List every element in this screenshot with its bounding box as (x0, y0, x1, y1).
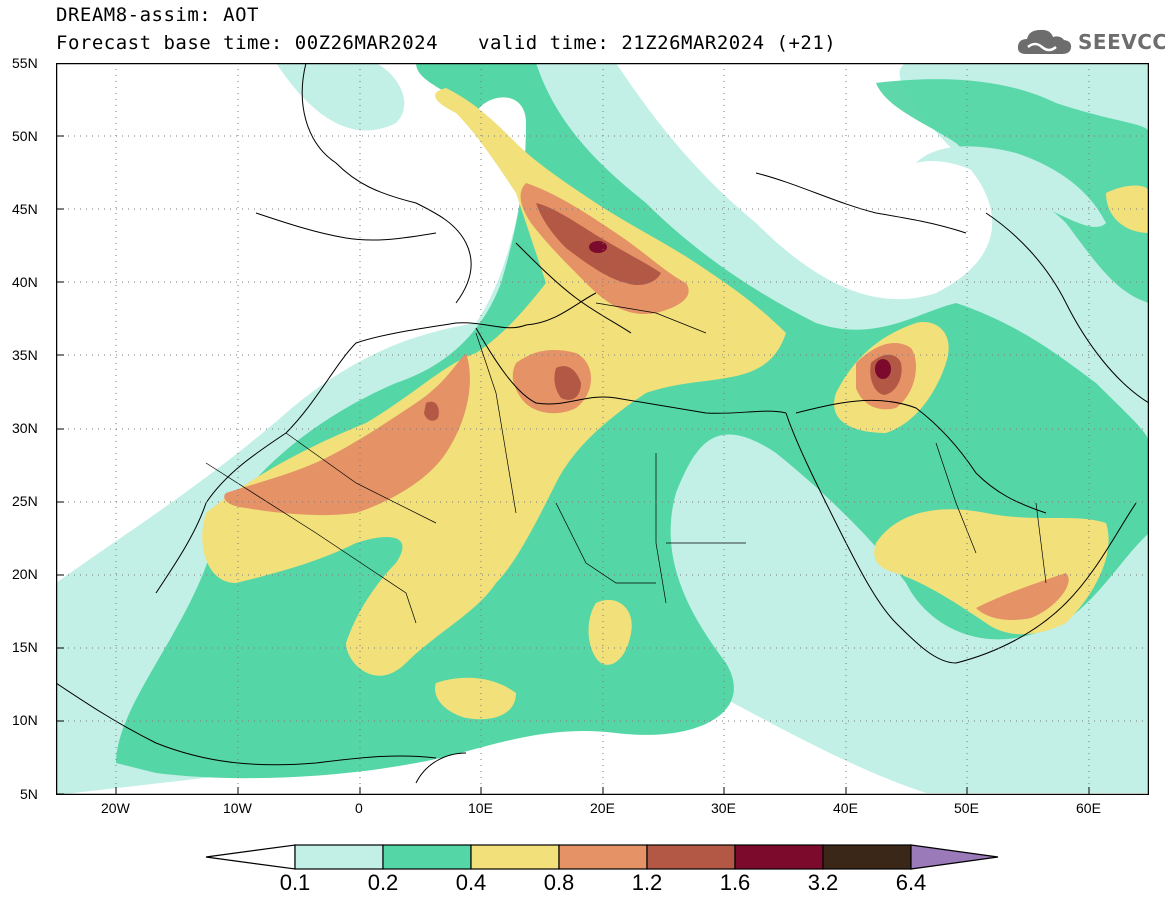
lat-label: 20N (12, 566, 38, 582)
colorbar-high-arrow (910, 844, 999, 870)
graticule (56, 63, 1149, 795)
colorbar-label: 0.4 (455, 870, 487, 895)
lat-label: 30N (12, 420, 38, 436)
lon-label: 20W (101, 800, 130, 816)
lon-label: 10W (223, 800, 252, 816)
aot-map (56, 63, 1149, 795)
colorbar-label: 1.2 (631, 870, 663, 895)
colorbar-swatch (558, 844, 648, 870)
colorbar-swatch (646, 844, 736, 870)
coastlines (56, 63, 1149, 784)
borders (205, 302, 1047, 624)
lat-label: 35N (12, 347, 38, 363)
colorbar (205, 844, 999, 870)
colorbar-label: 0.2 (367, 870, 399, 895)
colorbar-label: 1.6 (719, 870, 751, 895)
lat-label: 40N (12, 274, 38, 290)
lon-label: 40E (833, 800, 858, 816)
colorbar-swatch (382, 844, 472, 870)
seevccc-logo: SEEVCCC (1016, 26, 1165, 58)
lon-label: 60E (1076, 800, 1101, 816)
lat-label: 15N (12, 639, 38, 655)
colorbar-label: 0.8 (543, 870, 575, 895)
axis-ticks (56, 63, 1090, 795)
cloud-icon (1017, 29, 1072, 54)
lon-label: 50E (954, 800, 979, 816)
colorbar-swatch (470, 844, 560, 870)
logo-text: SEEVCCC (1078, 30, 1165, 54)
forecast-times: Forecast base time: 00Z26MAR2024 valid ti… (56, 32, 836, 54)
colorbar-swatch (822, 844, 912, 870)
lon-label: 30E (711, 800, 736, 816)
map-title: DREAM8-assim: AOT (56, 4, 259, 26)
lat-label: 25N (12, 493, 38, 509)
lat-label: 45N (12, 201, 38, 217)
lat-label: 10N (12, 712, 38, 728)
lon-label: 20E (590, 800, 615, 816)
colorbar-low-arrow (205, 844, 296, 870)
lat-label: 50N (12, 128, 38, 144)
base-time: Forecast base time: 00Z26MAR2024 (56, 32, 439, 54)
colorbar-swatch (734, 844, 824, 870)
lat-label: 5N (20, 786, 38, 802)
valid-time: valid time: 21Z26MAR2024 (+21) (478, 32, 837, 54)
colorbar-label: 6.4 (895, 870, 927, 895)
aot-level-0-4 (202, 88, 1149, 720)
colorbar-label: 3.2 (807, 870, 839, 895)
colorbar-swatch (294, 844, 384, 870)
lon-label: 10E (468, 800, 493, 816)
lon-label: 0 (355, 800, 363, 816)
colorbar-label: 0.1 (279, 870, 311, 895)
lat-label: 55N (12, 55, 38, 71)
